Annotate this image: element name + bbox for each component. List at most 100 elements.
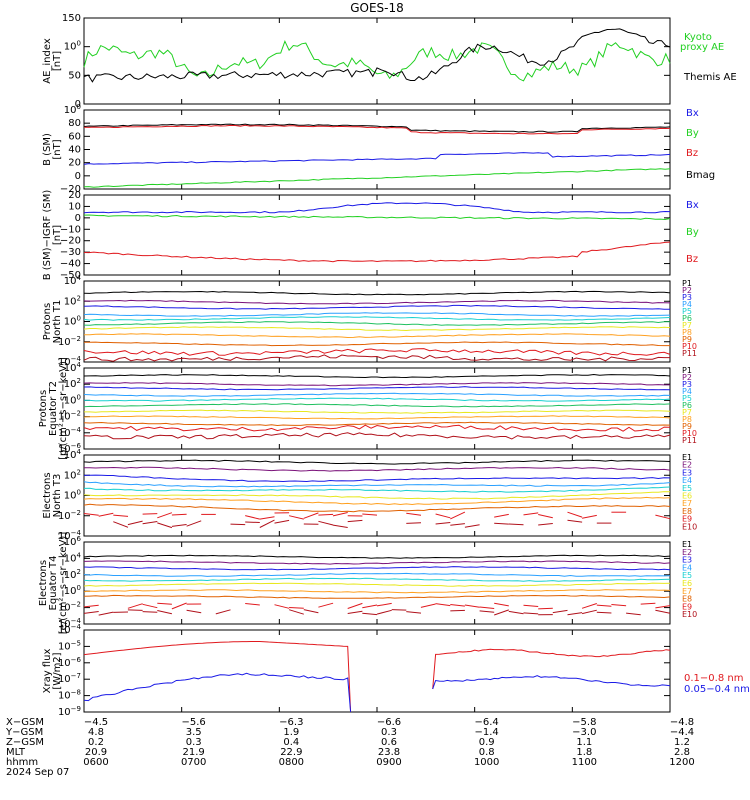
legend-p4: P4 bbox=[682, 300, 692, 309]
axis-value-zgsm: 0.6 bbox=[381, 737, 397, 748]
y-tick-label: 20 bbox=[68, 190, 81, 201]
y-tick-label: 102 bbox=[64, 294, 81, 307]
flux-fragment bbox=[303, 512, 319, 519]
legend-e8: E8 bbox=[682, 507, 692, 516]
flux-fragment bbox=[640, 602, 656, 605]
flux-fragment bbox=[596, 611, 612, 614]
y-tick-label: 10−4 bbox=[58, 617, 82, 630]
axis-value-xgsm: −6.4 bbox=[475, 717, 499, 728]
panel-frame-bsm bbox=[83, 109, 671, 190]
y-axis-label: [nT] bbox=[52, 139, 63, 159]
y-tick-label: 20 bbox=[68, 158, 81, 169]
legend-p1: P1 bbox=[682, 366, 692, 375]
legend-p2: P2 bbox=[682, 373, 692, 382]
series-line-bz bbox=[83, 124, 671, 135]
axis-value-mlt: 2.8 bbox=[674, 747, 690, 758]
flux-line-p2 bbox=[83, 382, 670, 387]
flux-line-e1 bbox=[83, 554, 671, 559]
flux-fragment bbox=[406, 611, 422, 614]
legend-p10: P10 bbox=[682, 429, 697, 438]
flux-line-e2 bbox=[84, 466, 671, 472]
panel-frame-pe bbox=[83, 367, 671, 450]
flux-fragment bbox=[274, 519, 290, 524]
y-tick-label: 40 bbox=[68, 145, 81, 156]
y-tick-label: 10−4 bbox=[58, 426, 82, 439]
flux-line-e2 bbox=[83, 560, 671, 565]
y-tick-label: 100 bbox=[64, 584, 81, 597]
y-tick-label: −20 bbox=[60, 236, 81, 247]
axis-value-hhmm: 1100 bbox=[572, 757, 597, 768]
y-tick-label: 60 bbox=[68, 131, 81, 142]
flux-fragment bbox=[508, 610, 524, 615]
legend-e5: E5 bbox=[682, 571, 692, 580]
y-tick-label: 10 bbox=[68, 201, 81, 212]
series-line-kyoto-ae bbox=[83, 39, 671, 82]
flux-line-e1 bbox=[83, 459, 671, 465]
flux-fragment bbox=[113, 514, 129, 517]
flux-fragment bbox=[582, 514, 597, 519]
y-tick-label: 102 bbox=[64, 468, 81, 481]
y-tick-label: 80 bbox=[68, 118, 81, 129]
flux-fragment bbox=[581, 609, 597, 615]
axis-row-label: hhmm bbox=[6, 757, 38, 768]
y-axis-label: North T1 bbox=[52, 300, 63, 344]
flux-line-e7 bbox=[83, 496, 671, 506]
flux-fragment bbox=[450, 523, 465, 526]
flux-fragment bbox=[83, 513, 99, 516]
flux-line-e3 bbox=[83, 474, 671, 483]
y-axis-label: AE_index bbox=[42, 38, 53, 84]
series-line-bx bbox=[83, 152, 671, 165]
axis-value-ygsm: −4.4 bbox=[670, 727, 694, 738]
flux-line-p4 bbox=[83, 392, 671, 397]
flux-fragment bbox=[245, 521, 260, 523]
flux-fragment bbox=[611, 604, 627, 607]
y-axis-label: [nT] bbox=[52, 225, 63, 245]
axis-value-mlt: 20.9 bbox=[85, 747, 107, 758]
legend-e2: E2 bbox=[682, 461, 692, 470]
legend-by: By bbox=[686, 227, 699, 238]
y-tick-label: 10−2 bbox=[58, 410, 81, 423]
y-tick-label: 100 bbox=[64, 40, 81, 53]
flux-fragment bbox=[171, 513, 187, 516]
flux-fragment bbox=[186, 520, 202, 527]
legend-themis-ae: Themis AE bbox=[683, 72, 737, 83]
legend-e6: E6 bbox=[682, 579, 692, 588]
axis-value-mlt: 23.8 bbox=[378, 747, 400, 758]
flux-fragment bbox=[362, 513, 378, 516]
flux-fragment bbox=[245, 603, 260, 606]
y-axis-label: B (SM)−IGRF (SM) bbox=[42, 190, 53, 281]
y-tick-label: 102 bbox=[64, 568, 81, 581]
axis-value-zgsm: 0.3 bbox=[186, 737, 202, 748]
y-tick-label: −50 bbox=[60, 270, 81, 281]
flux-line-p8 bbox=[83, 333, 671, 339]
flux-fragment bbox=[98, 611, 114, 616]
flux-line-p6 bbox=[83, 403, 671, 408]
flux-fragment bbox=[171, 524, 187, 527]
flux-fragment bbox=[362, 612, 378, 616]
flux-fragment bbox=[567, 519, 583, 523]
axis-value-hhmm: 1000 bbox=[474, 757, 499, 768]
date-label: 2024 Sep 07 bbox=[6, 767, 69, 778]
y-tick-label: 100 bbox=[64, 489, 81, 502]
legend-p8: P8 bbox=[682, 328, 692, 337]
flux-fragment bbox=[332, 524, 348, 528]
flux-fragment bbox=[127, 609, 143, 611]
flux-line-e8 bbox=[83, 503, 671, 513]
flux-fragment bbox=[245, 515, 260, 520]
series-line-by bbox=[83, 214, 671, 221]
flux-fragment bbox=[523, 612, 539, 615]
flux-fragment bbox=[215, 609, 231, 615]
panel-frame-bigrf bbox=[83, 194, 671, 276]
flux-fragment bbox=[376, 609, 392, 615]
y-axis-label: Equator T4 bbox=[48, 556, 59, 611]
legend-p4: P4 bbox=[682, 387, 692, 396]
legend-p9: P9 bbox=[682, 335, 692, 344]
flux-fragment bbox=[538, 514, 553, 519]
y-axis-label: North T3 bbox=[52, 474, 63, 518]
y-tick-label: 10−9 bbox=[58, 705, 81, 718]
y-tick-label: 10−2 bbox=[58, 335, 81, 348]
flux-fragment bbox=[259, 519, 275, 528]
axis-value-mlt: 21.9 bbox=[183, 747, 205, 758]
flux-line-p4 bbox=[83, 312, 671, 317]
flux-fragment bbox=[450, 511, 466, 520]
